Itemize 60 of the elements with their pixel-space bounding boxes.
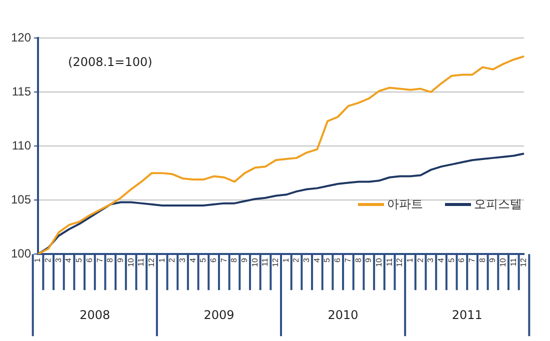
x-tick-label: 8 bbox=[478, 258, 487, 263]
x-tick-label: 12 bbox=[519, 258, 528, 268]
text: 2009 bbox=[204, 308, 234, 322]
y-tick-label: 110 bbox=[12, 138, 32, 152]
x-tick-label: 9 bbox=[116, 258, 125, 263]
x-tick-label: 12 bbox=[271, 258, 280, 268]
x-tick-label: 1 bbox=[405, 258, 414, 263]
x-tick-label: 9 bbox=[488, 258, 498, 263]
x-tick-label: 10 bbox=[250, 258, 260, 268]
x-tick-label: 8 bbox=[106, 258, 115, 263]
text: 2008 bbox=[80, 308, 110, 322]
x-tick-label: 11 bbox=[508, 258, 518, 266]
x-tick-label: 4 bbox=[436, 258, 446, 263]
y-tick-label: 105 bbox=[10, 192, 32, 206]
x-tick-label: 10 bbox=[498, 258, 508, 268]
x-tick-label: 11 bbox=[384, 258, 394, 266]
x-tick-label: 5 bbox=[198, 258, 208, 263]
x-tick-label: 6 bbox=[209, 258, 218, 263]
x-tick-label: 4 bbox=[188, 258, 198, 263]
legend-label: 오피스텔 bbox=[474, 196, 522, 213]
annotation: (2008.1=100) bbox=[68, 55, 152, 69]
x-tick-label: 2 bbox=[44, 258, 53, 263]
x-tick-label: 3 bbox=[426, 258, 436, 263]
legend-label: 아파트 bbox=[387, 196, 423, 213]
x-tick-label: 1 bbox=[33, 258, 42, 263]
x-tick-label: 9 bbox=[240, 258, 250, 263]
x-tick-label: 7 bbox=[219, 258, 228, 263]
x-tick-label: 5 bbox=[446, 258, 456, 263]
x-tick-label: 2 bbox=[292, 258, 301, 263]
y-tick-label: 120 bbox=[10, 30, 32, 44]
x-tick-label: 12 bbox=[146, 258, 156, 268]
x-tick-label: 4 bbox=[312, 258, 322, 263]
x-tick-label: 3 bbox=[178, 258, 187, 263]
x-tick-label: 5 bbox=[74, 258, 84, 263]
y-tick-label: 115 bbox=[12, 84, 32, 98]
x-tick-label: 11 bbox=[136, 258, 146, 266]
x-tick-label: 11 bbox=[260, 258, 270, 266]
text: 2011 bbox=[452, 308, 482, 322]
y-tick-label: 100 bbox=[10, 246, 32, 260]
x-tick-label: 8 bbox=[230, 258, 239, 263]
x-tick-label: 6 bbox=[457, 258, 466, 263]
x-tick-label: 12 bbox=[395, 258, 404, 268]
x-tick-label: 1 bbox=[281, 258, 290, 263]
x-tick-label: 3 bbox=[54, 258, 63, 263]
x-tick-label: 5 bbox=[322, 258, 332, 263]
x-tick-label: 7 bbox=[468, 258, 477, 263]
x-tick-label: 6 bbox=[84, 258, 94, 263]
x-tick-label: 4 bbox=[64, 258, 74, 263]
x-tick-label: 2 bbox=[168, 258, 177, 263]
x-tick-label: 3 bbox=[302, 258, 312, 263]
x-tick-label: 10 bbox=[374, 258, 384, 268]
x-tick-label: 9 bbox=[364, 258, 374, 263]
x-tick-label: 10 bbox=[126, 258, 136, 268]
x-tick-label: 6 bbox=[333, 258, 342, 263]
x-tick-label: 7 bbox=[343, 258, 352, 263]
x-tick-label: 1 bbox=[157, 258, 166, 263]
x-tick-label: 8 bbox=[354, 258, 363, 263]
x-tick-label: 7 bbox=[95, 258, 104, 263]
text: 2010 bbox=[328, 308, 358, 322]
x-tick-label: 2 bbox=[416, 258, 425, 263]
